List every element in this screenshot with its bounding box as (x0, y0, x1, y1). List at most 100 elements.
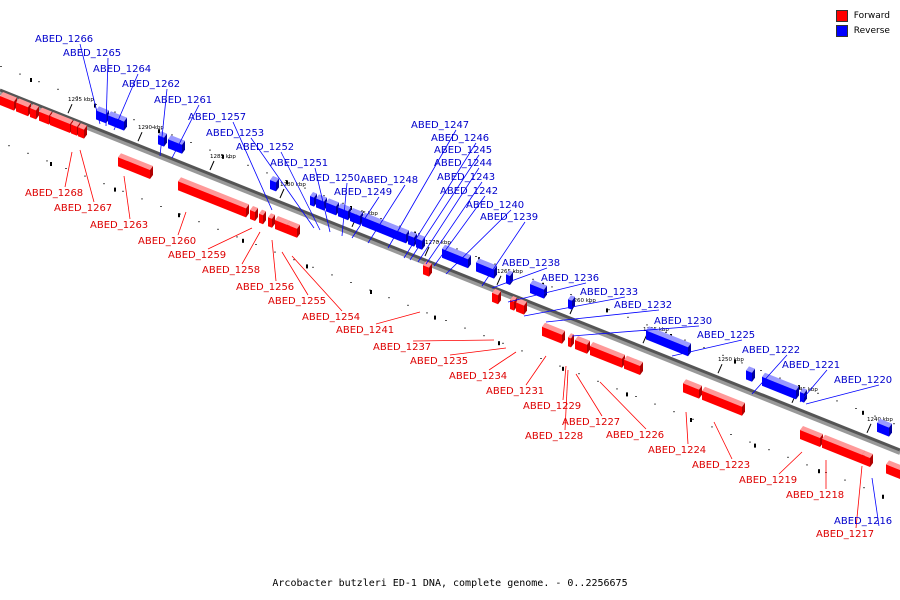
gene-top (542, 322, 565, 335)
gene-face (158, 135, 164, 147)
backbone-shadow (0, 91, 900, 455)
leader-line (412, 339, 495, 342)
gene-side (688, 343, 691, 357)
legend-forward-label: Forward (853, 10, 890, 21)
dot (741, 362, 743, 364)
dot-major (562, 366, 564, 371)
dot-major (862, 410, 864, 415)
gene-top (516, 298, 527, 306)
forward-gene (542, 322, 565, 344)
reverse-gene (310, 192, 317, 207)
dot (274, 251, 276, 253)
gene-label-reverse: ABED_1238 (502, 258, 560, 269)
gene-top (118, 153, 153, 170)
dot-major (306, 264, 308, 269)
dot (293, 259, 295, 261)
leader-line (855, 465, 863, 529)
gene-label-forward: ABED_1237 (373, 342, 431, 353)
leader-line (671, 339, 743, 357)
gene-side (263, 211, 266, 225)
leader-line (564, 369, 569, 431)
tick-label: 1285 kbp (210, 154, 236, 160)
gene-top (624, 355, 643, 366)
gene-label-reverse: ABED_1220 (834, 375, 892, 386)
dot (551, 286, 553, 288)
gene-label-reverse: ABED_1247 (411, 120, 469, 131)
leader-line (545, 309, 660, 323)
dot (361, 210, 363, 212)
gene-face (78, 127, 84, 139)
dot (589, 301, 591, 303)
leader-line (232, 121, 273, 211)
legend-forward: Forward (835, 8, 890, 23)
forward-gene (178, 177, 249, 218)
gene-label-reverse: ABED_1225 (697, 330, 755, 341)
forward-gene (250, 206, 258, 221)
dot (711, 426, 713, 428)
gene-face (530, 284, 544, 299)
dot-major (242, 238, 244, 243)
tick-mark (424, 246, 430, 257)
dot (437, 240, 439, 242)
reverse-gene (646, 326, 691, 357)
gene-label-forward: ABED_1260 (138, 236, 196, 247)
gene-face (492, 292, 498, 305)
gene-face (416, 238, 422, 250)
dot (122, 190, 124, 192)
dot (836, 400, 838, 402)
gene-top (408, 231, 417, 238)
forward-gene (800, 426, 823, 447)
gene-top (78, 123, 87, 130)
forward-gene (568, 333, 574, 348)
gene-face (108, 115, 118, 129)
gene-label-reverse: ABED_1246 (431, 133, 489, 144)
gene-label-forward: ABED_1234 (449, 371, 507, 382)
gene-side (699, 385, 702, 399)
gene-face (50, 116, 70, 133)
gene-face (542, 326, 562, 344)
reverse-gene (530, 280, 547, 299)
reverse-gene (746, 366, 755, 382)
gene-face (338, 207, 348, 221)
gene-face (259, 213, 263, 225)
gene-side (468, 255, 471, 269)
dot (342, 202, 344, 204)
gene-face (575, 340, 587, 354)
leader-line (314, 167, 331, 233)
gene-label-forward: ABED_1227 (562, 417, 620, 428)
gene-side (524, 301, 527, 315)
gene-top (683, 379, 702, 390)
gene-top (510, 296, 517, 302)
forward-gene (492, 288, 501, 305)
dot (521, 350, 523, 352)
gene-face (746, 370, 752, 382)
dot (502, 342, 504, 344)
leader-line (409, 154, 480, 261)
gene-side (84, 125, 87, 139)
gene-features (0, 92, 900, 479)
gene-face (568, 337, 571, 348)
leader-line (433, 195, 486, 267)
gene-top (287, 220, 300, 229)
dot (407, 304, 409, 306)
gene-top (268, 213, 275, 219)
dot-major (178, 213, 180, 218)
gene-side (742, 402, 745, 416)
gene-face (398, 231, 406, 244)
gene-label-reverse: ABED_1264 (93, 64, 151, 75)
dot-major (690, 418, 692, 422)
gene-label-forward: ABED_1231 (486, 386, 544, 397)
forward-gene (78, 123, 87, 139)
dot (494, 263, 496, 265)
gene-top (506, 270, 513, 276)
gene-top (30, 104, 39, 111)
tick-label: 1250 kbp (718, 357, 744, 363)
gene-label-reverse: ABED_1245 (434, 145, 492, 156)
gene-label-forward: ABED_1217 (816, 529, 874, 540)
dot (684, 339, 686, 341)
gene-face (178, 181, 246, 218)
gene-side (587, 340, 590, 354)
dot (806, 464, 808, 466)
dot (760, 370, 762, 371)
forward-gene (590, 342, 625, 368)
